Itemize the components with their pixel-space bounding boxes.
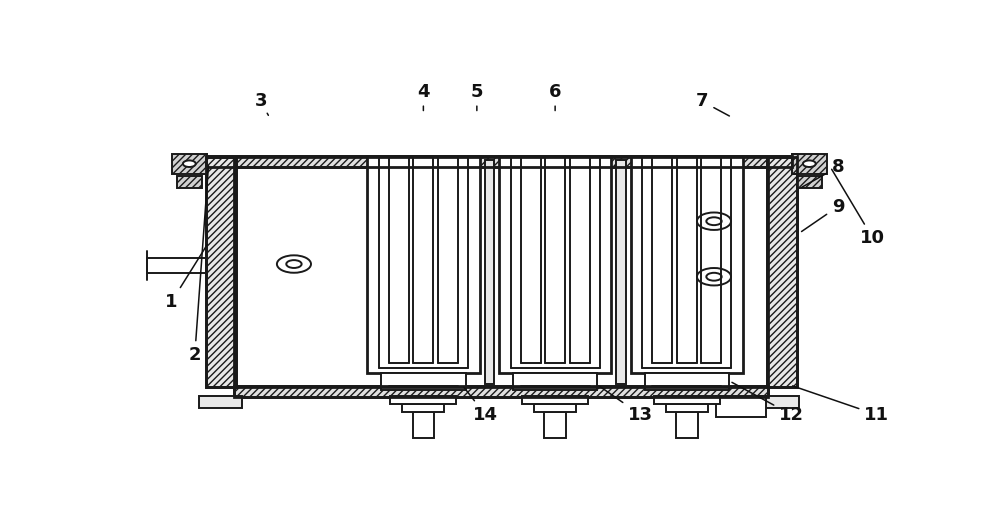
Bar bbox=[544, 412, 566, 438]
Bar bbox=[413, 412, 434, 438]
Text: 12: 12 bbox=[732, 382, 804, 424]
Bar bbox=[485, 160, 494, 384]
Text: 9: 9 bbox=[802, 198, 844, 232]
Bar bbox=[177, 176, 202, 187]
Bar bbox=[147, 258, 206, 273]
Bar bbox=[499, 156, 611, 373]
Circle shape bbox=[803, 161, 816, 167]
Text: 2: 2 bbox=[188, 166, 208, 364]
Bar bbox=[390, 396, 456, 404]
Bar bbox=[797, 176, 822, 187]
Text: 1: 1 bbox=[165, 245, 207, 311]
Text: 4: 4 bbox=[417, 82, 430, 111]
Bar bbox=[767, 157, 797, 387]
Bar bbox=[522, 396, 588, 404]
Bar bbox=[645, 373, 729, 390]
Text: 13: 13 bbox=[600, 387, 653, 424]
Bar bbox=[172, 154, 207, 174]
Bar bbox=[206, 157, 236, 387]
Text: 11: 11 bbox=[793, 386, 889, 424]
Text: 8: 8 bbox=[802, 158, 844, 187]
Circle shape bbox=[183, 161, 196, 167]
Bar bbox=[381, 373, 466, 390]
Bar bbox=[792, 154, 827, 174]
Bar bbox=[616, 160, 626, 384]
Bar bbox=[199, 397, 242, 408]
Bar bbox=[206, 156, 792, 167]
Bar bbox=[367, 156, 480, 373]
Bar bbox=[654, 396, 720, 404]
Bar bbox=[767, 157, 797, 387]
Text: 6: 6 bbox=[549, 82, 561, 111]
Bar bbox=[513, 373, 597, 390]
Bar bbox=[676, 412, 698, 438]
Text: 14: 14 bbox=[464, 387, 498, 424]
Bar bbox=[234, 386, 768, 397]
Text: 7: 7 bbox=[696, 93, 729, 116]
Text: 3: 3 bbox=[254, 93, 268, 115]
Bar bbox=[402, 404, 444, 412]
Bar bbox=[234, 157, 768, 387]
Bar bbox=[206, 157, 236, 387]
Bar bbox=[234, 386, 768, 397]
Text: 10: 10 bbox=[832, 169, 885, 247]
Text: 5: 5 bbox=[471, 82, 483, 111]
Bar bbox=[534, 404, 576, 412]
Bar bbox=[234, 157, 768, 387]
Bar bbox=[666, 404, 708, 412]
Bar bbox=[631, 156, 743, 373]
Bar bbox=[757, 397, 799, 408]
Bar bbox=[206, 156, 792, 167]
Bar bbox=[716, 396, 766, 417]
